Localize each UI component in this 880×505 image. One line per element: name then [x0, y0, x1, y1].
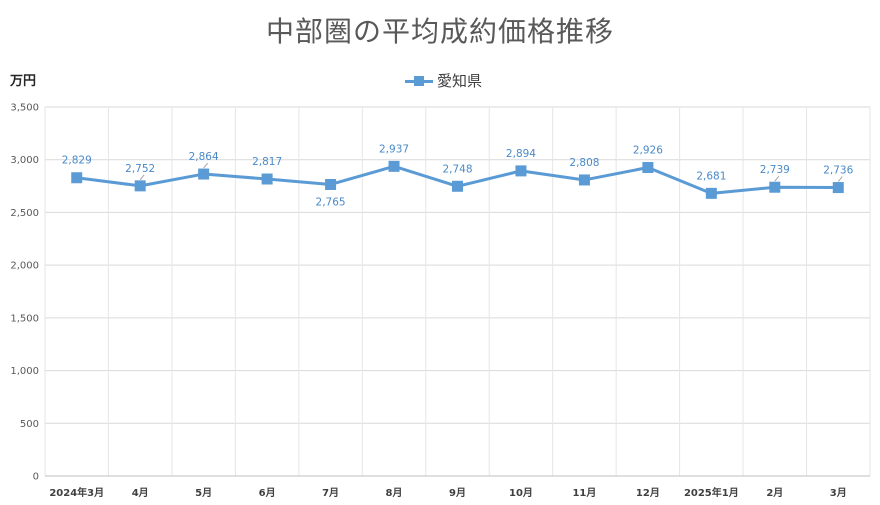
data-label: 2,817: [252, 156, 282, 168]
chart-title: 中部圏の平均成約価格推移: [265, 15, 614, 48]
data-label: 2,829: [62, 155, 92, 167]
data-label: 2,894: [506, 148, 536, 160]
x-tick-label: 4月: [132, 487, 149, 499]
data-point: [388, 160, 400, 172]
x-tick-label: 2024年3月: [49, 486, 104, 499]
data-point: [705, 187, 717, 199]
x-tick-label: 2025年1月: [684, 486, 739, 499]
x-tick-label: 2月: [766, 487, 783, 499]
data-point: [578, 174, 590, 186]
data-label: 2,937: [379, 143, 409, 155]
x-tick-label: 7月: [322, 487, 339, 499]
data-label-leader: [203, 162, 209, 169]
data-label: 2,681: [696, 170, 726, 182]
data-label-leader: [139, 174, 145, 181]
data-point: [452, 180, 463, 192]
data-point: [515, 165, 527, 177]
data-label: 2,739: [760, 164, 790, 176]
y-tick-label: 2,000: [10, 261, 39, 272]
data-point: [832, 182, 844, 194]
data-label: 2,926: [633, 145, 663, 157]
x-tick-label: 8月: [386, 487, 403, 499]
x-tick-label: 6月: [259, 487, 276, 499]
data-point: [769, 181, 781, 193]
y-tick-label: 0: [33, 472, 39, 483]
data-label: 2,748: [442, 163, 472, 175]
x-tick-label: 5月: [195, 487, 212, 499]
data-point: [198, 168, 210, 180]
data-label: 2,736: [823, 165, 853, 177]
data-label: 2,765: [316, 196, 346, 208]
y-tick-label: 500: [20, 419, 39, 430]
x-tick-label: 10月: [509, 487, 533, 499]
data-label: 2,864: [189, 151, 219, 163]
y-tick-label: 3,000: [10, 155, 39, 166]
legend-marker-icon: [405, 75, 433, 87]
data-label: 2,752: [125, 163, 155, 175]
legend: 愛知県: [405, 70, 482, 91]
x-tick-label: 3月: [830, 487, 847, 499]
data-point: [71, 172, 83, 184]
y-axis-unit-label: 万円: [10, 74, 37, 89]
y-tick-label: 3,500: [10, 103, 39, 114]
data-point: [325, 178, 337, 190]
x-tick-label: 9月: [449, 487, 466, 499]
data-label-leader: [837, 176, 843, 182]
legend-label: 愛知県: [437, 72, 483, 90]
data-point: [642, 162, 654, 174]
data-label-leader: [774, 175, 780, 182]
y-tick-label: 1,500: [10, 313, 39, 324]
data-point: [134, 180, 146, 192]
y-tick-label: 2,500: [10, 208, 39, 219]
data-point: [261, 173, 273, 185]
x-tick-label: 11月: [572, 487, 596, 499]
data-label: 2,808: [569, 157, 599, 169]
y-tick-label: 1,000: [10, 366, 39, 377]
x-tick-label: 12月: [636, 487, 660, 499]
